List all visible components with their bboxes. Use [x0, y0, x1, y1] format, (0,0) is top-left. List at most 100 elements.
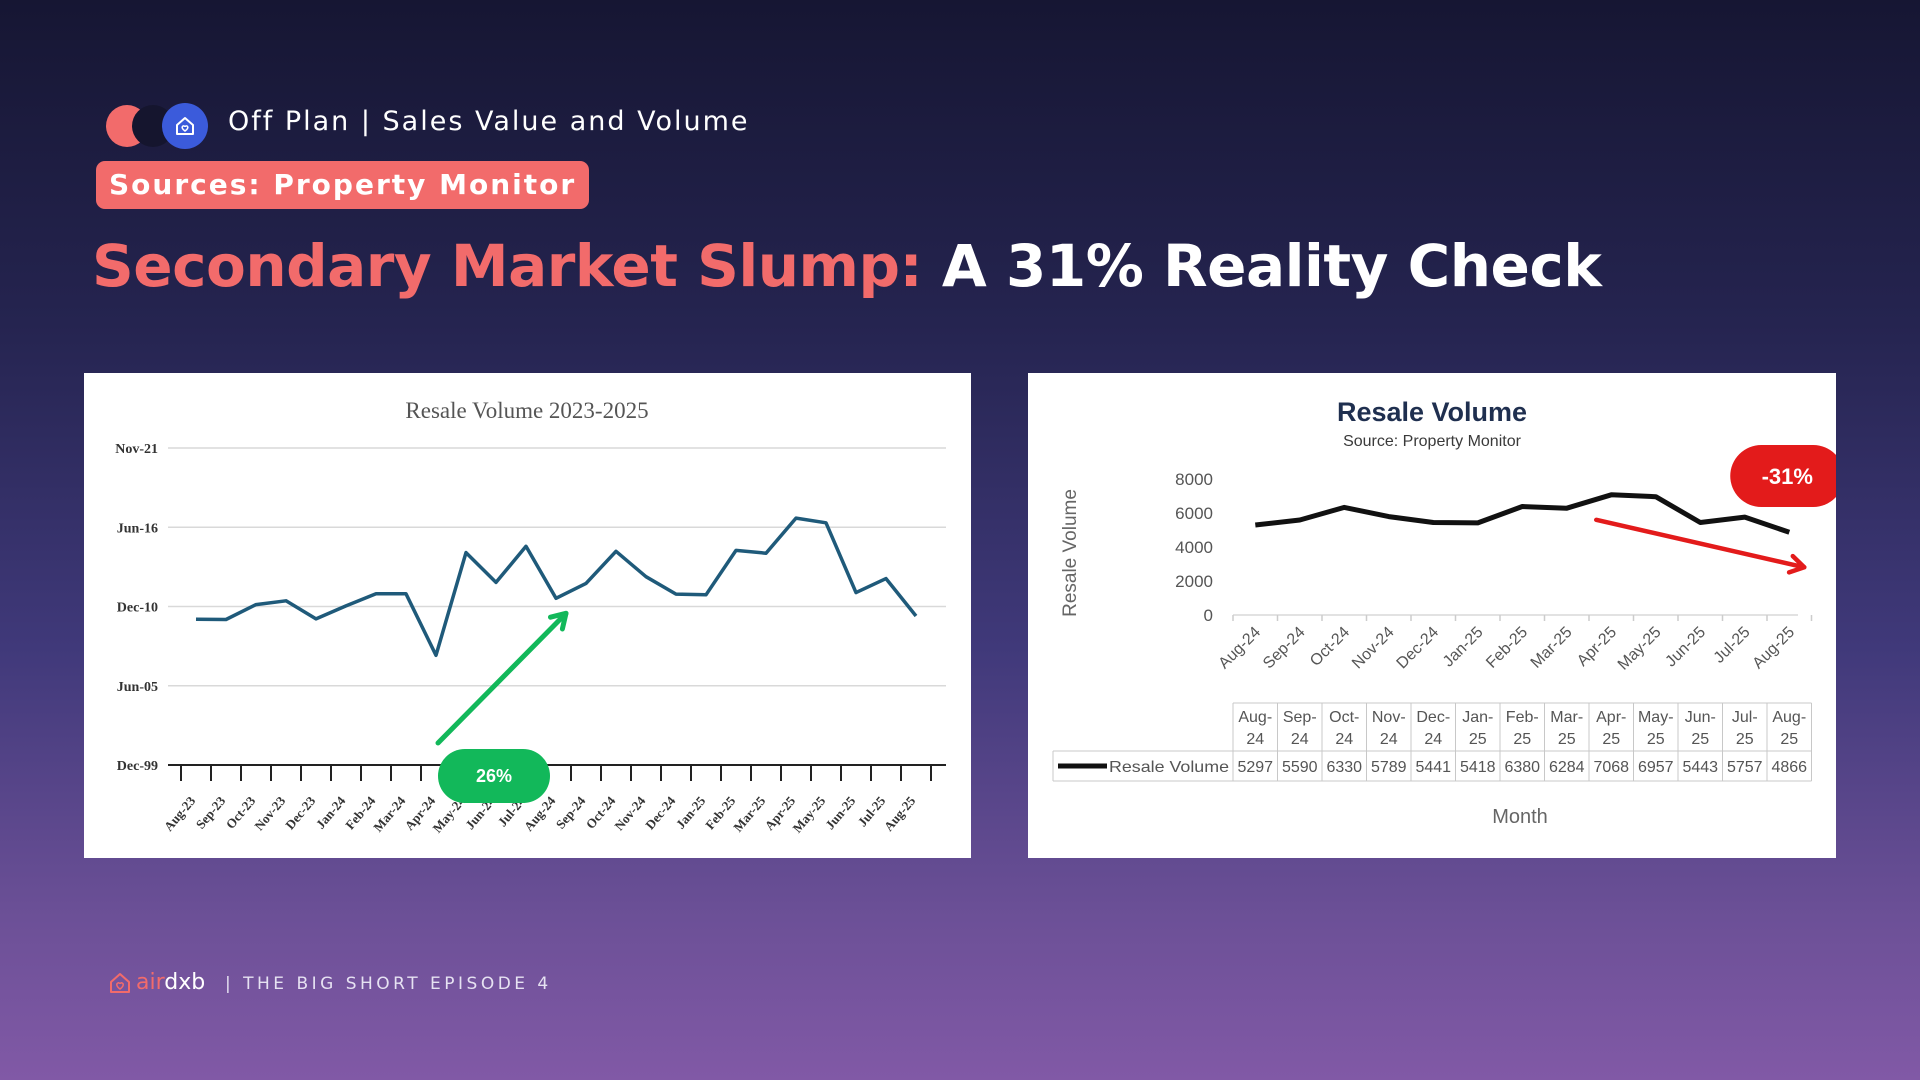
table-header-cell: Jan-	[1462, 709, 1493, 726]
y-tick-label: Dec-10	[117, 601, 158, 616]
x-tick-label: Nov-23	[251, 793, 288, 833]
x-tick-label: Mar-25	[730, 793, 768, 835]
x-tick-label: Sep-24	[553, 793, 589, 832]
resale-volume-2023-2025-chart: Resale Volume 2023-2025 Nov-21 Jun-16 Dec-…	[84, 373, 971, 858]
y-tick-label: 8000	[1175, 470, 1213, 489]
x-tick-label: Jan-24	[313, 793, 349, 832]
table-header-cell: 25	[1469, 731, 1487, 748]
y-tick-label: Jun-05	[117, 680, 158, 695]
y-tick-label: 4000	[1175, 538, 1213, 557]
table-value-oct-24: 6330	[1326, 759, 1362, 776]
x-tick-label: Aug-23	[161, 793, 199, 834]
table-header-cell: 24	[1246, 731, 1264, 748]
table-header-cell: 25	[1513, 731, 1531, 748]
table-value-aug-24: 5297	[1237, 759, 1273, 776]
table-value-jul-25: 5757	[1727, 759, 1763, 776]
table-header-cell: Apr-	[1596, 709, 1626, 726]
table-header-cell: Mar-	[1550, 709, 1583, 726]
resale-volume-chart: Resale Volume Source: Property Monitor R…	[1028, 373, 1836, 858]
table-header-cell: 24	[1291, 731, 1309, 748]
series-line-resale-volume-2023-2025	[195, 516, 918, 658]
chart-left-svg: Resale Volume 2023-2025 Nov-21 Jun-16 Dec-…	[115, 398, 946, 836]
title-accent: Secondary Market Slump:	[92, 232, 923, 300]
table-header-cell: 25	[1647, 731, 1665, 748]
growth-arrow-line	[435, 610, 569, 746]
logo-circles	[106, 102, 208, 150]
footer-brand: airdxb	[108, 970, 205, 995]
brand-name-b: dxb	[164, 970, 206, 995]
chart-right-subtitle: Source: Property Monitor	[1343, 433, 1522, 450]
x-tick-label: Sep-24	[1260, 624, 1309, 673]
x-tick-label: Dec-24	[642, 793, 678, 832]
brand-name-a: air	[136, 970, 165, 995]
table-header-cell: 25	[1691, 731, 1709, 748]
table-value-mar-25: 6284	[1549, 759, 1585, 776]
legend-label: Resale Volume	[1109, 759, 1229, 776]
x-tick-label: Aug-25	[1750, 624, 1799, 673]
x-tick-label: Jun-25	[822, 793, 858, 832]
table-header-cell: 25	[1558, 731, 1576, 748]
x-tick-label: Mar-25	[1528, 624, 1576, 672]
x-tick-label: Jun-25	[1662, 624, 1709, 671]
table-value-jan-25: 5418	[1460, 759, 1496, 776]
table-header-cell: Jul-	[1732, 709, 1758, 726]
table-header-cell: 24	[1380, 731, 1398, 748]
table-value-aug-25: 4866	[1771, 759, 1807, 776]
decline-arrow-line	[1594, 517, 1807, 570]
x-tick-label: May-25	[789, 793, 828, 836]
y-tick-label: 0	[1204, 606, 1213, 625]
brand-name: airdxb	[136, 970, 205, 995]
growth-badge	[438, 749, 550, 803]
table-value-may-25: 6957	[1638, 759, 1674, 776]
x-tick-label: Aug-25	[881, 793, 919, 834]
table-header-cell: Aug-	[1238, 709, 1272, 726]
table-value-apr-25: 7068	[1593, 759, 1629, 776]
table-header-cell: 25	[1780, 731, 1798, 748]
series-line-resale-volume	[1255, 492, 1791, 535]
table-value-dec-24: 5441	[1415, 759, 1451, 776]
decline-badge-label: -31%	[1762, 464, 1813, 489]
x-tick-label: Dec-23	[282, 793, 318, 832]
x-tick-label: Sep-23	[193, 793, 229, 832]
x-tick-label: Dec-24	[1394, 624, 1443, 673]
table-header-cell: Dec-	[1416, 709, 1450, 726]
x-tick-label: May-25	[1615, 624, 1665, 674]
x-tick-label: Oct-24	[1307, 624, 1353, 670]
table-header-cell: 24	[1424, 731, 1442, 748]
y-tick-label: 6000	[1175, 504, 1213, 523]
table-value-feb-25: 6380	[1504, 759, 1540, 776]
growth-arrow-icon	[547, 610, 569, 632]
title-main: A 31% Reality Check	[922, 232, 1602, 300]
table-header-cell: Feb-	[1506, 709, 1539, 726]
x-tick-label: Aug-24	[1216, 624, 1265, 673]
y-tick-label: Dec-99	[117, 759, 158, 774]
table-header-cell: May-	[1638, 709, 1674, 726]
chart-right-svg: Resale Volume Source: Property Monitor R…	[1052, 397, 1836, 828]
x-tick-label: Feb-25	[1483, 624, 1531, 672]
x-tick-label: Apr-25	[1574, 624, 1620, 670]
header-label: Off Plan | Sales Value and Volume	[228, 106, 750, 137]
y-tick-label: Jun-16	[117, 521, 158, 536]
x-tick-label: Mar-24	[370, 793, 408, 835]
table-value-nov-24: 5789	[1371, 759, 1407, 776]
table-header-cell: Jun-	[1685, 709, 1716, 726]
table-header-cell: 25	[1602, 731, 1620, 748]
table-header-cell: Nov-	[1372, 709, 1406, 726]
decline-arrow-icon	[1786, 553, 1807, 575]
x-tick-label: Nov-24	[1349, 624, 1398, 673]
footer-episode-text: | THE BIG SHORT EPISODE 4	[225, 974, 552, 994]
table-header-cell: 25	[1736, 731, 1754, 748]
x-axis-label: Month	[1492, 806, 1548, 828]
x-tick-label: Nov-24	[611, 793, 648, 833]
decline-badge	[1730, 445, 1836, 507]
x-tick-label: Jul-25	[1711, 624, 1754, 667]
table-header-cell: 24	[1335, 731, 1353, 748]
page-title: Secondary Market Slump: A 31% Reality Ch…	[92, 232, 1602, 300]
x-tick-label: Jan-25	[673, 793, 709, 832]
table-header-cell: Sep-	[1283, 709, 1317, 726]
source-badge: Sources: Property Monitor	[96, 161, 590, 209]
chart-right-title: Resale Volume	[1337, 397, 1527, 427]
y-tick-label: 2000	[1175, 572, 1213, 591]
x-tick-label: Jan-25	[1440, 624, 1487, 671]
table-value-jun-25: 5443	[1682, 759, 1718, 776]
